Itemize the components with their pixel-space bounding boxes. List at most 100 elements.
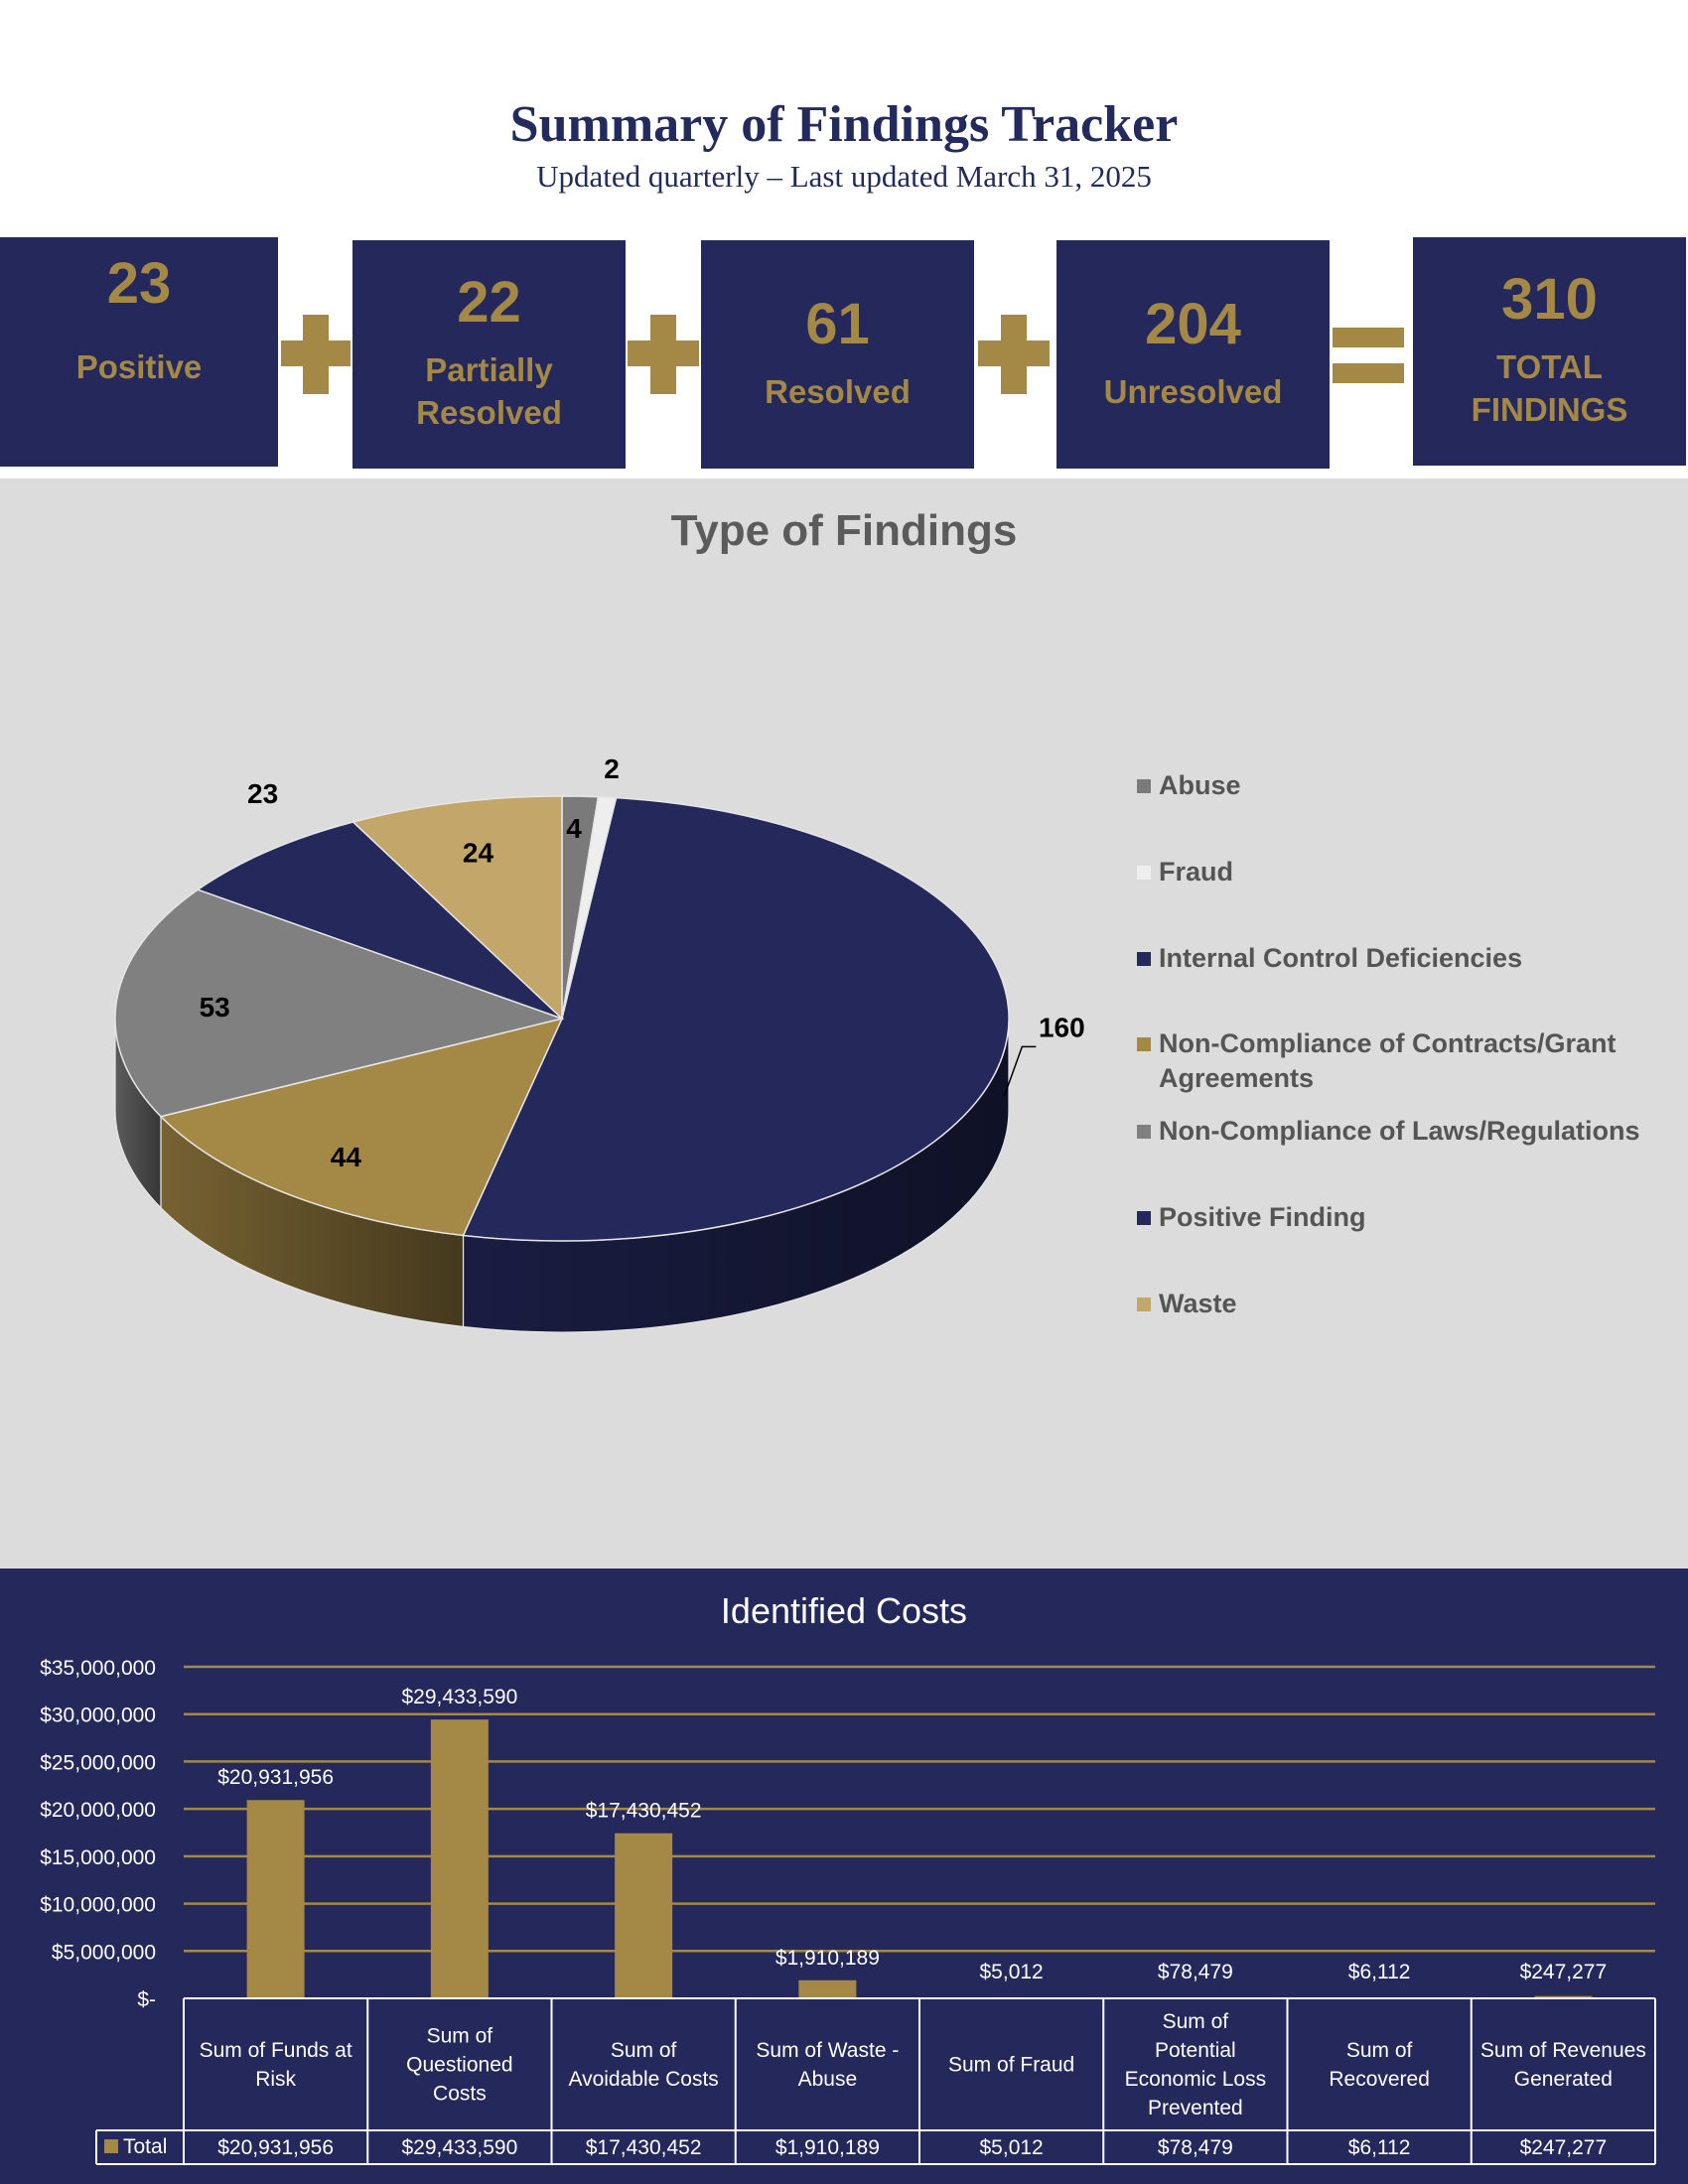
bar-value-label: $17,430,452 bbox=[586, 1800, 702, 1823]
y-tick-label: $15,000,000 bbox=[40, 1846, 156, 1869]
costs-chart-title: Identified Costs bbox=[720, 1590, 968, 1631]
table-value-cell: $1,910,189 bbox=[775, 2136, 880, 2159]
kpi-value: 23 bbox=[106, 251, 172, 316]
legend-swatch bbox=[1137, 1037, 1151, 1051]
legend-item-fraud: Fraud bbox=[1137, 855, 1233, 889]
legend-label: Non-Compliance of Contracts/Grant Agreem… bbox=[1159, 1028, 1617, 1094]
legend-item-abuse: Abuse bbox=[1137, 768, 1241, 803]
y-tick-label: $10,000,000 bbox=[40, 1894, 156, 1917]
legend-swatch bbox=[1137, 1297, 1151, 1311]
kpi-value: 22 bbox=[457, 270, 521, 336]
legend-item-internal-control-deficiencies: Internal Control Deficiencies bbox=[1137, 941, 1522, 976]
bar-value-label: $247,277 bbox=[1520, 1961, 1608, 1983]
y-tick-label: $30,000,000 bbox=[40, 1705, 156, 1727]
y-tick-label: $5,000,000 bbox=[52, 1941, 156, 1964]
kpi-unresolved: 204 Unresolved bbox=[1056, 240, 1330, 469]
legend-item-waste: Waste bbox=[1137, 1287, 1237, 1321]
pie-leader-line bbox=[1003, 1045, 1037, 1097]
bar-sum-of-funds-at-risk bbox=[246, 1800, 305, 1998]
pie-slice-internal-control-deficiencies bbox=[462, 796, 1010, 1242]
pie-slice-non-compliance-of-contracts-grant-agreements bbox=[159, 1017, 564, 1237]
kpi-partially-resolved: 22 Partially Resolved bbox=[352, 240, 626, 469]
table-header-cell: Sum of Questioned Costs bbox=[406, 2025, 512, 2106]
identified-costs-panel: Identified Costs $35,000,000 $30,000,000 $… bbox=[0, 1569, 1688, 2184]
legend-label: Fraud bbox=[1159, 857, 1234, 887]
plus-icon bbox=[281, 315, 351, 394]
legend-swatch bbox=[1137, 1211, 1151, 1225]
page-header: Summary of Findings Tracker Updated quar… bbox=[0, 96, 1688, 194]
equals-icon bbox=[1333, 328, 1404, 383]
kpi-label: Positive bbox=[75, 348, 203, 385]
bar-value-label: $5,012 bbox=[980, 1961, 1044, 1983]
legend-swatch bbox=[1137, 866, 1151, 880]
kpi-label: Resolved bbox=[765, 372, 911, 410]
pie-slice-non-compliance-of-laws-regulations bbox=[114, 888, 565, 1118]
legend-label: Non-Compliance of Laws/Regulations bbox=[1159, 1116, 1640, 1146]
table-header-cell: Sum of Funds at Risk bbox=[200, 2039, 352, 2091]
legend-label: Positive Finding bbox=[1159, 1202, 1366, 1232]
bar-sum-of-revenues-generated bbox=[1534, 1995, 1593, 1998]
table-value-cell: $5,012 bbox=[980, 2136, 1044, 2159]
bar-value-label: $20,931,956 bbox=[217, 1766, 334, 1789]
kpi-value: 204 bbox=[1145, 291, 1241, 356]
bar-value-label: $78,479 bbox=[1158, 1961, 1233, 1983]
legend-swatch bbox=[1137, 779, 1151, 793]
table-header-cell: Sum of Avoidable Costs bbox=[568, 2039, 718, 2091]
page-title: Summary of Findings Tracker bbox=[509, 96, 1179, 153]
table-header-cell: Sum of Potential Economic Loss Prevented bbox=[1125, 2010, 1266, 2119]
pie-data-label: 4 bbox=[566, 813, 582, 844]
legend-label: Abuse bbox=[1159, 770, 1241, 800]
bar-sum-of-waste-abuse bbox=[798, 1979, 857, 1998]
table-value-cell: $29,433,590 bbox=[401, 2136, 517, 2159]
legend-item-non-compliance-laws: Non-Compliance of Laws/Regulations bbox=[1137, 1114, 1640, 1149]
legend-label: Internal Control Deficiencies bbox=[1159, 943, 1523, 973]
table-series-label: Total bbox=[123, 2135, 167, 2158]
identified-costs-bar-chart: $35,000,000 $30,000,000 $25,000,000 $20,000… bbox=[40, 1657, 1656, 2165]
legend-swatch bbox=[1137, 952, 1151, 966]
page-subtitle: Updated quarterly – Last updated March 3… bbox=[536, 159, 1152, 194]
type-of-findings-panel: Type of Findings 4 2 160 44 53 23 24 Abuse Fra… bbox=[0, 478, 1688, 1569]
legend-swatch bbox=[1137, 1125, 1151, 1139]
plus-icon bbox=[628, 315, 699, 394]
table-value-cell: $78,479 bbox=[1158, 2136, 1233, 2159]
kpi-label: Unresolved bbox=[1103, 372, 1283, 410]
table-value-cell: $247,277 bbox=[1520, 2136, 1608, 2159]
table-value-cell: $17,430,452 bbox=[586, 2136, 702, 2159]
bar-value-label: $1,910,189 bbox=[775, 1947, 880, 1970]
table-header-cell: Sum of Fraud bbox=[948, 2054, 1074, 2077]
pie-data-label: 44 bbox=[331, 1142, 362, 1172]
y-tick-label: $25,000,000 bbox=[40, 1751, 156, 1774]
kpi-value: 61 bbox=[805, 291, 870, 356]
y-tick-label: $20,000,000 bbox=[40, 1799, 156, 1822]
y-tick-label: $- bbox=[137, 1988, 156, 2011]
findings-pie-chart: 42 160 44 53 23 24 bbox=[114, 753, 1085, 1333]
kpi-total-findings: 310 TOTAL FINDINGS bbox=[1413, 237, 1686, 466]
bar-value-label: $6,112 bbox=[1348, 1961, 1411, 1983]
bar-sum-of-questioned-costs bbox=[430, 1719, 489, 1998]
legend-item-non-compliance-contracts: Non-Compliance of Contracts/Grant Agreem… bbox=[1137, 1026, 1653, 1096]
pie-data-label: 160 bbox=[1039, 1012, 1085, 1042]
bar-sum-of-avoidable-costs bbox=[615, 1833, 673, 1998]
table-value-cell: $20,931,956 bbox=[217, 2136, 334, 2159]
kpi-value: 310 bbox=[1501, 267, 1598, 333]
table-header-cell: Sum of Revenues Generated bbox=[1480, 2039, 1646, 2091]
table-legend-swatch bbox=[104, 2139, 118, 2153]
table-header-cell: Sum of Recovered bbox=[1329, 2039, 1430, 2091]
pie-data-label: 53 bbox=[200, 992, 230, 1023]
pie-data-label: 2 bbox=[604, 753, 620, 784]
legend-item-positive-finding: Positive Finding bbox=[1137, 1200, 1366, 1235]
kpi-label: TOTAL FINDINGS bbox=[1471, 348, 1628, 428]
pie-data-label: 23 bbox=[247, 778, 278, 809]
pie-data-label: 24 bbox=[463, 837, 494, 868]
table-value-cell: $6,112 bbox=[1348, 2136, 1411, 2159]
y-tick-label: $35,000,000 bbox=[40, 1657, 156, 1680]
legend-label: Waste bbox=[1159, 1289, 1237, 1318]
plus-icon bbox=[978, 315, 1050, 394]
pie-slice-positive-finding bbox=[196, 821, 563, 1020]
kpi-resolved: 61 Resolved bbox=[701, 240, 974, 469]
kpi-positive: 23 Positive bbox=[0, 237, 278, 467]
pie-slice-waste bbox=[352, 795, 563, 1021]
bar-value-label: $29,433,590 bbox=[401, 1686, 517, 1708]
findings-chart-title: Type of Findings bbox=[670, 506, 1018, 555]
kpi-label: Partially Resolved bbox=[416, 351, 562, 431]
